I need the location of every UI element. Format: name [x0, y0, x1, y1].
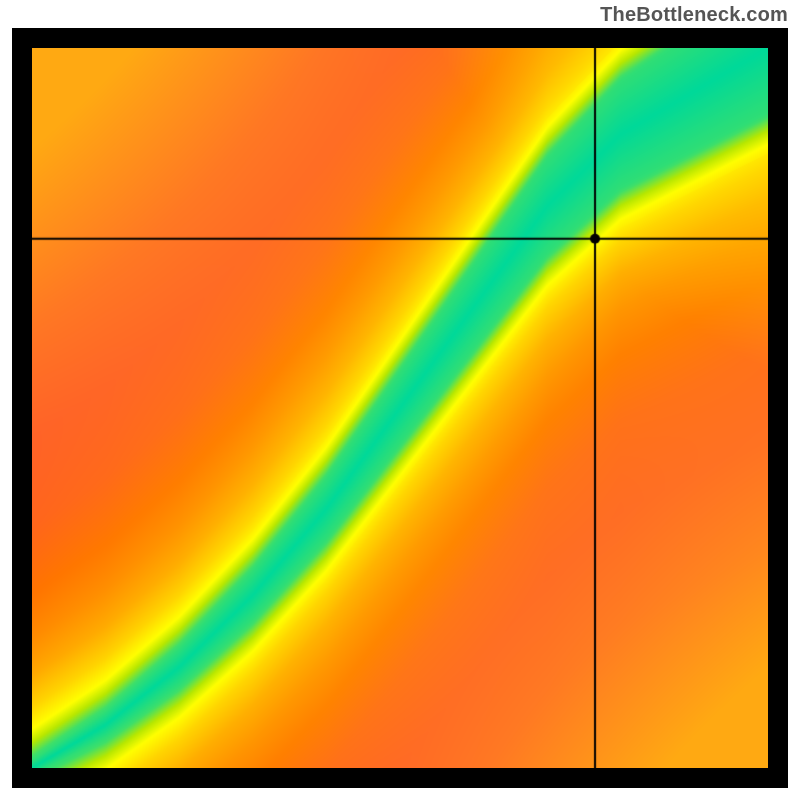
page-container: TheBottleneck.com [0, 0, 800, 800]
chart-frame [12, 28, 788, 788]
bottleneck-heatmap [32, 48, 768, 768]
watermark-text: TheBottleneck.com [600, 4, 788, 27]
